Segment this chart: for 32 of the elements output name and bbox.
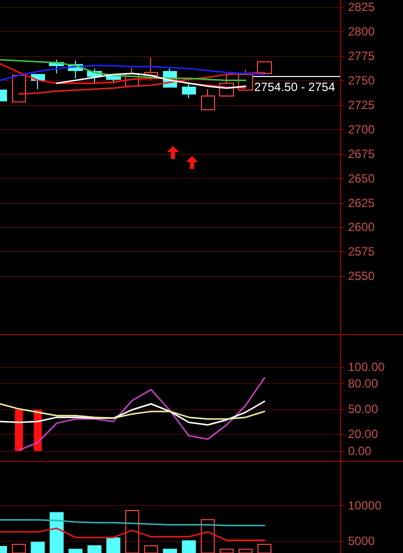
- y-tick-label: 2775: [348, 48, 376, 63]
- y-tick-label: 2725: [348, 98, 376, 112]
- y-tick-label: 2575: [348, 244, 376, 259]
- ref-line-label: 2754.50 - 2754: [254, 80, 336, 94]
- line-series: [0, 62, 246, 89]
- y-tick-label: 2600: [348, 220, 376, 234]
- y-tick-label: 2625: [348, 196, 376, 210]
- y-tick-label: 2550: [348, 269, 376, 284]
- y-tick-label: 2675: [348, 146, 376, 161]
- y-tick-label: 5000: [348, 534, 376, 548]
- candlestick: [12, 74, 26, 102]
- line-series: [0, 59, 246, 82]
- y-tick-label: 2650: [348, 171, 376, 186]
- y-tick-label: 20.00: [348, 427, 378, 442]
- line-series: [0, 528, 266, 542]
- y-tick-label: 0.00: [348, 444, 372, 458]
- candlestick: [257, 61, 272, 74]
- line-series: [0, 64, 266, 82]
- line-series: [0, 403, 266, 420]
- y-tick-label: 100.00: [348, 360, 386, 374]
- y-tick-label: 10000: [348, 498, 382, 513]
- y-tick-label: 2825: [348, 0, 376, 14]
- candlestick: [201, 88, 215, 110]
- line-series: [18, 377, 266, 451]
- y-tick-label: 2750: [348, 73, 376, 88]
- line-series: [56, 72, 246, 89]
- y-tick-label: 50.00: [348, 402, 378, 416]
- candlestick: [182, 82, 196, 98]
- y-tick-label: 2700: [348, 122, 376, 136]
- line-series: [0, 400, 266, 426]
- y-tick-label: 80.00: [348, 376, 378, 391]
- y-tick-label: 2800: [348, 24, 376, 38]
